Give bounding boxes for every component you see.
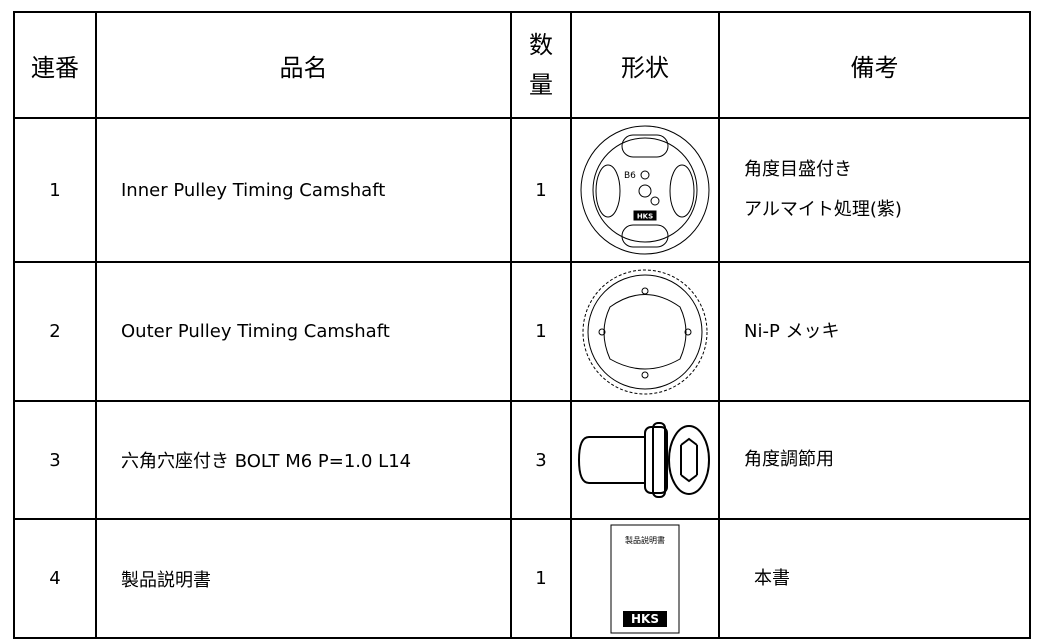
no: 2 — [13, 261, 97, 402]
qty: 3 — [510, 400, 572, 520]
image-text: HKS — [637, 213, 653, 221]
image-text: 製品説明書 — [625, 535, 665, 545]
image-text: B6 — [624, 171, 636, 181]
qty: 1 — [510, 261, 572, 402]
no: 3 — [13, 400, 97, 520]
qty: 1 — [510, 518, 572, 639]
row: 1 Inner Pulley Timing Camshaft 1 B6 HKS … — [13, 117, 1031, 263]
parts-table: 連番 品名 数量 形状 備考 1 Inner Pulley Timing Cam… — [13, 11, 1031, 639]
qty: 1 — [510, 117, 572, 263]
row: 3 六角穴座付き BOLT M6 P=1.0 L14 3 角度調節用 — [13, 400, 1031, 520]
header-cell: 連番 — [13, 11, 97, 119]
header-cell: 数量 — [510, 11, 572, 119]
no: 1 — [13, 117, 97, 263]
note-line: 角度目盛付き — [744, 159, 852, 180]
shape — [570, 400, 720, 520]
name: 六角穴座付き BOLT M6 P=1.0 L14 — [95, 400, 512, 520]
name: 製品説明書 — [95, 518, 512, 639]
name: Inner Pulley Timing Camshaft — [95, 117, 512, 263]
header-cell: 形状 — [570, 11, 720, 119]
note-line: 角度調節用 — [744, 449, 834, 470]
manual-image: 製品説明書 HKS — [610, 524, 680, 633]
header-text: 数量 — [529, 31, 553, 99]
note: 本書 — [718, 518, 1031, 639]
outer-pulley-image — [582, 269, 708, 394]
note-line: Ni-P メッキ — [744, 320, 840, 342]
header-cell: 備考 — [718, 11, 1031, 119]
note-line: 本書 — [754, 567, 790, 589]
shape — [570, 261, 720, 402]
no: 4 — [13, 518, 97, 639]
header-row: 連番 品名 数量 形状 備考 — [13, 11, 1031, 119]
bolt-image — [577, 422, 710, 498]
image-text: HKS — [631, 612, 659, 626]
note: 角度目盛付きアルマイト処理(紫) — [718, 117, 1031, 263]
shape: B6 HKS — [570, 117, 720, 263]
note: Ni-P メッキ — [718, 261, 1031, 402]
header-cell: 品名 — [95, 11, 512, 119]
note-line: アルマイト処理(紫) — [744, 199, 902, 220]
inner-pulley-image: B6 HKS — [580, 125, 710, 255]
row: 2 Outer Pulley Timing Camshaft 1 Ni-P メッ… — [13, 261, 1031, 402]
note: 角度調節用 — [718, 400, 1031, 520]
shape: 製品説明書 HKS — [570, 518, 720, 639]
row: 4 製品説明書 1 製品説明書 HKS 本書 — [13, 518, 1031, 639]
name: Outer Pulley Timing Camshaft — [95, 261, 512, 402]
